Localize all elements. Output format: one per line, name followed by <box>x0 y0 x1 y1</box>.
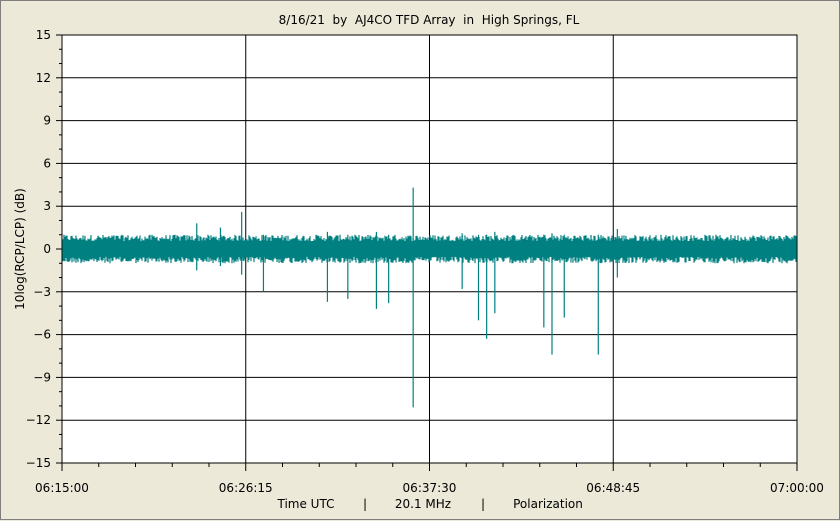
x-tick-label: 06:26:15 <box>219 481 273 495</box>
x-tick-label: 07:00:00 <box>770 481 824 495</box>
x-tick-label: 06:15:00 <box>35 481 89 495</box>
y-tick-label: 15 <box>36 28 51 42</box>
y-axis: 15 12 9 6 3 0 −3 −6 −9 −12 −15 <box>26 28 62 470</box>
y-axis-label: 10log(RCP/LCP) (dB) <box>13 188 27 310</box>
y-tick-label: 3 <box>43 199 51 213</box>
y-tick-label: 0 <box>43 242 51 256</box>
x-label-sep-2: | <box>481 497 485 511</box>
y-tick-label: 12 <box>36 71 51 85</box>
y-tick-label: −9 <box>33 370 51 384</box>
x-label-sep-1: | <box>363 497 367 511</box>
y-tick-label: −3 <box>33 285 51 299</box>
x-label-frequency: 20.1 MHz <box>395 497 451 511</box>
y-tick-label: 6 <box>43 156 51 170</box>
y-tick-label: −15 <box>26 456 51 470</box>
x-axis: 06:15:00 06:26:15 06:37:30 06:48:45 07:00:00 <box>35 463 824 495</box>
x-tick-label: 06:37:30 <box>403 481 457 495</box>
data-trace <box>62 187 797 408</box>
y-tick-label: −6 <box>33 328 51 342</box>
x-label-mode: Polarization <box>513 497 583 511</box>
y-tick-label: −12 <box>26 413 51 427</box>
x-tick-label: 06:48:45 <box>586 481 640 495</box>
y-tick-label: 9 <box>43 114 51 128</box>
chart-title: 8/16/21 by AJ4CO TFD Array in High Sprin… <box>279 13 580 27</box>
x-label-time: Time UTC <box>277 497 335 511</box>
